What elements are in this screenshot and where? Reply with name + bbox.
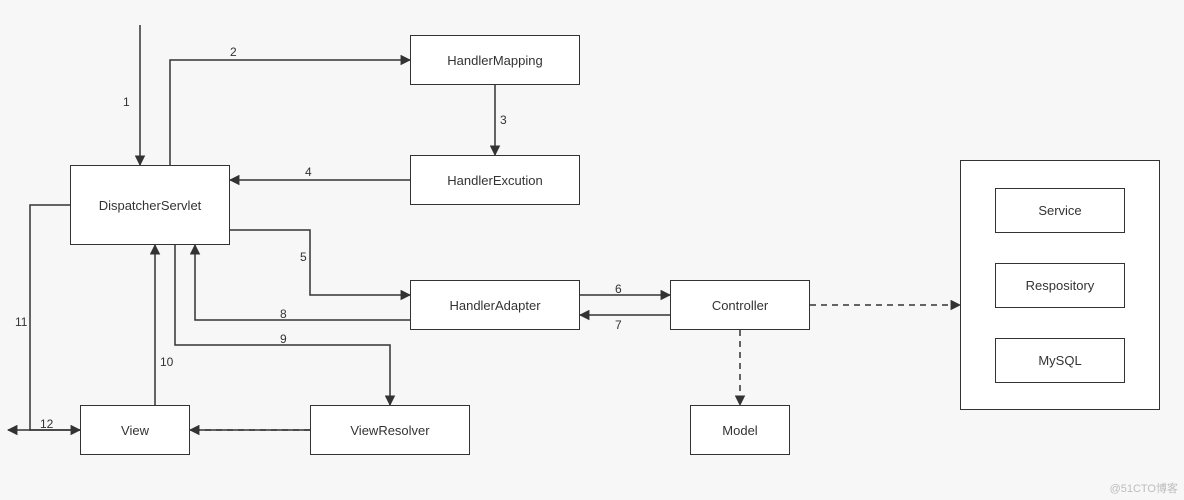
node-label: Service xyxy=(1038,203,1081,218)
edge-label-e5: 5 xyxy=(300,250,307,264)
node-handler-adapter: HandlerAdapter xyxy=(410,280,580,330)
edge-label-e4: 4 xyxy=(305,165,312,179)
edge-label-e10: 10 xyxy=(160,355,173,369)
node-handler-mapping: HandlerMapping xyxy=(410,35,580,85)
edge-label-e9: 9 xyxy=(280,332,287,346)
node-label: ViewResolver xyxy=(350,423,429,438)
node-view: View xyxy=(80,405,190,455)
edge-label-e7: 7 xyxy=(615,318,622,332)
node-view-resolver: ViewResolver xyxy=(310,405,470,455)
edge-label-e12: 12 xyxy=(40,417,53,431)
node-mysql: MySQL xyxy=(995,338,1125,383)
node-label: MySQL xyxy=(1038,353,1081,368)
edge-label-e3: 3 xyxy=(500,113,507,127)
node-service: Service xyxy=(995,188,1125,233)
edge-label-e6: 6 xyxy=(615,282,622,296)
node-label: View xyxy=(121,423,149,438)
node-dispatcher-servlet: DispatcherServlet xyxy=(70,165,230,245)
edge-label-e8: 8 xyxy=(280,307,287,321)
node-label: HandlerExcution xyxy=(447,173,542,188)
edge-e2 xyxy=(170,60,410,165)
node-label: Model xyxy=(722,423,757,438)
edge-label-e1: 1 xyxy=(123,95,130,109)
node-model: Model xyxy=(690,405,790,455)
edge-label-e2: 2 xyxy=(230,45,237,59)
node-repository: Respository xyxy=(995,263,1125,308)
node-label: Controller xyxy=(712,298,768,313)
node-label: HandlerAdapter xyxy=(449,298,540,313)
edge-e9 xyxy=(175,245,390,405)
diagram-canvas: DispatcherServlet HandlerMapping Handler… xyxy=(0,0,1184,500)
node-label: HandlerMapping xyxy=(447,53,542,68)
edge-e5 xyxy=(230,230,410,295)
edge-label-e11: 11 xyxy=(15,315,27,329)
node-controller: Controller xyxy=(670,280,810,330)
node-handler-excution: HandlerExcution xyxy=(410,155,580,205)
node-label: DispatcherServlet xyxy=(99,198,202,213)
node-label: Respository xyxy=(1026,278,1095,293)
watermark: @51CTO博客 xyxy=(1110,480,1178,496)
